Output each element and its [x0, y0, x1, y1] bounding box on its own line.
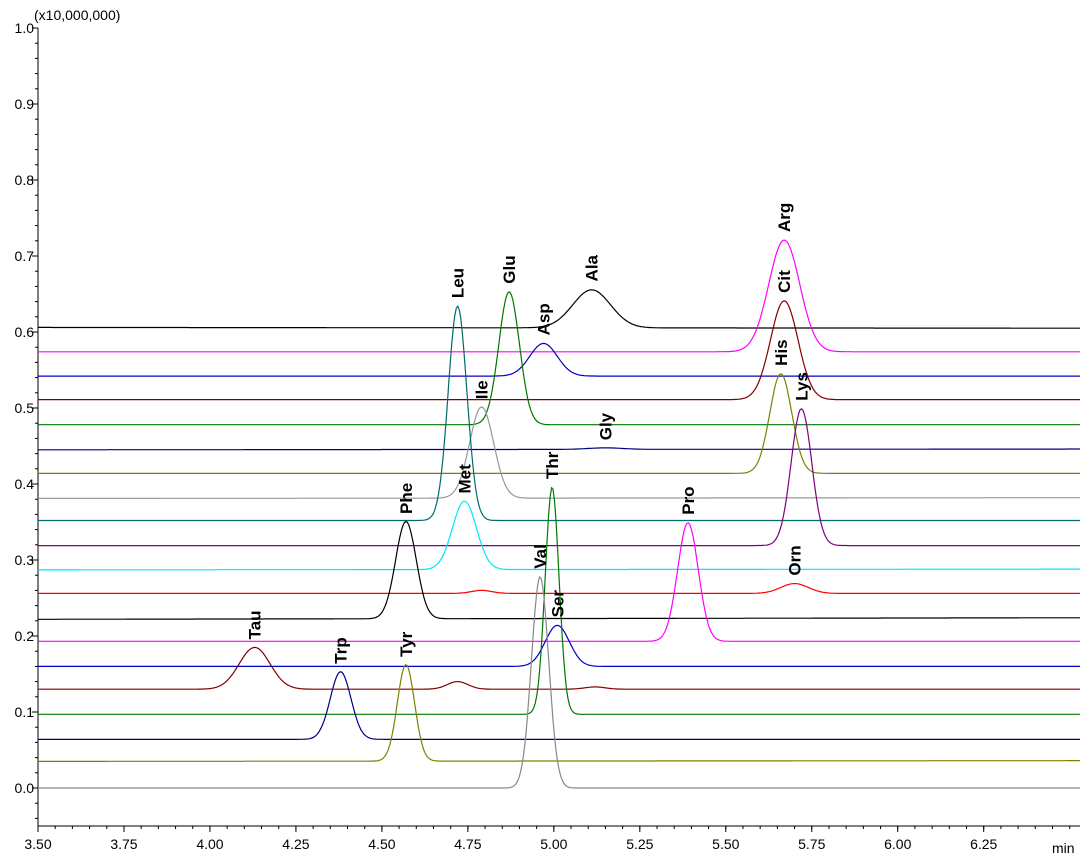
- x-tick-label: 5.25: [626, 836, 653, 852]
- x-tick-label: 4.00: [196, 836, 223, 852]
- x-tick-label: 3.50: [24, 836, 51, 852]
- x-tick-label: 5.50: [712, 836, 739, 852]
- peak-label: Ala: [583, 254, 602, 281]
- peak-label: Trp: [332, 637, 351, 663]
- axes: 0.0 0.1 0.2 0.3 0.4 0.5 0.6 0.7 0.8 0.9 1.0 3.50 3.7…: [15, 20, 1080, 852]
- trace-line: [38, 583, 1080, 594]
- peak-label: His: [772, 339, 791, 365]
- peak-label: Arg: [775, 203, 794, 232]
- x-tick-label: 6.25: [970, 836, 997, 852]
- peak-label: Pro: [679, 486, 698, 514]
- peak-label: Ser: [548, 590, 567, 618]
- peak-label: Tyr: [397, 631, 416, 657]
- peak-label: Leu: [449, 268, 468, 298]
- peak-label: Asp: [535, 303, 554, 335]
- y-multiplier-label: (x10,000,000): [34, 7, 120, 23]
- peak-label: Ile: [473, 380, 492, 399]
- trace-line: [38, 520, 1080, 620]
- x-tick-label: 4.50: [368, 836, 395, 852]
- trace-line: [38, 305, 1080, 522]
- y-tick-label: 0.4: [15, 476, 35, 492]
- peak-label: Met: [455, 464, 474, 494]
- trace-line: [38, 500, 1080, 571]
- trace-line: [38, 624, 1080, 667]
- x-tick-label: 4.75: [454, 836, 481, 852]
- trace-line: [38, 291, 1080, 426]
- traces: [38, 239, 1080, 789]
- peak-label: Phe: [397, 483, 416, 514]
- y-tick-label: 0.3: [15, 552, 35, 568]
- x-tick-label: 5.75: [798, 836, 825, 852]
- trace-line: [38, 300, 1080, 401]
- x-tick-label: 6.00: [884, 836, 911, 852]
- trace-line: [38, 342, 1080, 377]
- y-tick-label: 0.1: [15, 704, 35, 720]
- x-tick-label: 4.25: [282, 836, 309, 852]
- peak-label: Tau: [246, 610, 265, 639]
- trace-line: [38, 671, 1080, 740]
- trace-line: [38, 239, 1080, 353]
- trace-line: [38, 406, 1080, 499]
- y-tick-label: 0.8: [15, 172, 35, 188]
- trace-line: [38, 575, 1080, 789]
- trace-line: [38, 289, 1080, 329]
- y-tick-label: 0.5: [15, 400, 35, 416]
- trace-line: [38, 646, 1080, 690]
- trace-line: [38, 373, 1080, 474]
- trace-line: [38, 408, 1080, 547]
- peak-label: Glu: [500, 255, 519, 283]
- peak-label: Thr: [543, 451, 562, 479]
- peak-label: Lys: [792, 372, 811, 401]
- peak-label: Cit: [775, 270, 794, 293]
- x-axis-unit-label: min: [1052, 840, 1075, 856]
- y-tick-label: 0.2: [15, 628, 35, 644]
- y-tick-label: 0.9: [15, 96, 35, 112]
- trace-line: [38, 486, 1080, 715]
- trace-line: [38, 663, 1080, 762]
- peak-label: Val: [531, 544, 550, 569]
- peak-label: Gly: [596, 412, 615, 440]
- y-tick-label: 0.6: [15, 324, 35, 340]
- trace-line: [38, 522, 1080, 642]
- x-tick-label: 3.75: [110, 836, 137, 852]
- x-tick-label: 5.00: [540, 836, 567, 852]
- peak-label: Orn: [786, 545, 805, 575]
- trace-line: [38, 447, 1080, 451]
- y-tick-label: 0.7: [15, 248, 35, 264]
- y-tick-label: 1.0: [15, 20, 35, 36]
- y-tick-label: 0.0: [15, 780, 35, 796]
- peak-labels: Ala Arg Asp Cit Glu Gly His Ile Leu Lys Met Orn Phe P…: [246, 203, 812, 664]
